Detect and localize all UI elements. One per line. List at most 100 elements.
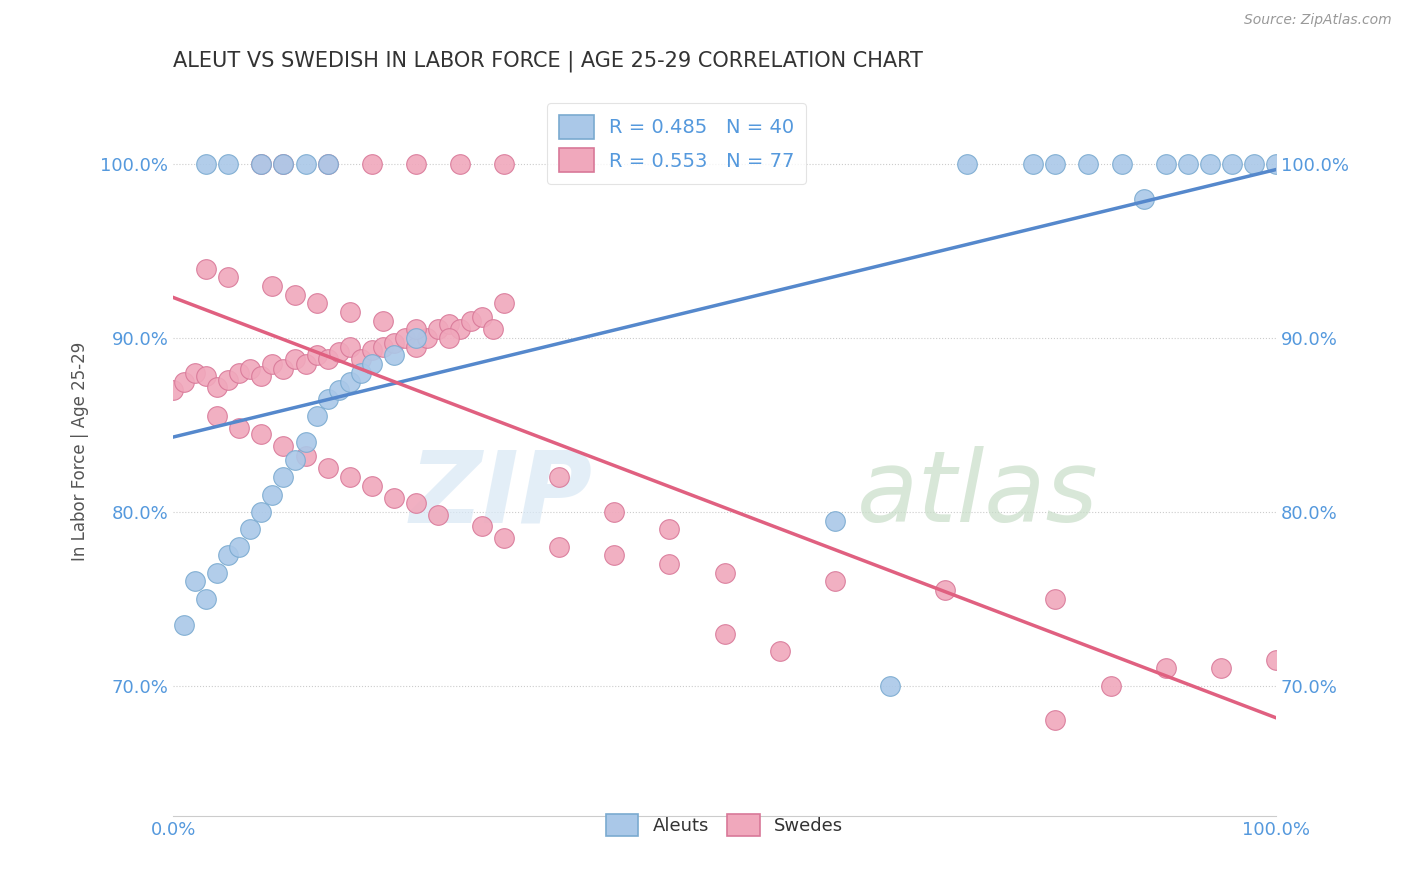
Point — [658, 522, 681, 536]
Point — [603, 549, 626, 563]
Point — [273, 157, 295, 171]
Point — [228, 421, 250, 435]
Point — [273, 439, 295, 453]
Point — [250, 505, 273, 519]
Point — [195, 261, 218, 276]
Point — [1077, 157, 1099, 171]
Point — [360, 343, 382, 358]
Point — [471, 518, 494, 533]
Point — [195, 591, 218, 606]
Point — [1220, 157, 1243, 171]
Point — [228, 540, 250, 554]
Point — [482, 322, 505, 336]
Point — [294, 157, 316, 171]
Point — [1099, 679, 1122, 693]
Point — [1045, 714, 1067, 728]
Point — [207, 566, 229, 580]
Point — [1154, 157, 1177, 171]
Point — [1198, 157, 1220, 171]
Point — [548, 470, 571, 484]
Point — [437, 317, 460, 331]
Point — [492, 531, 515, 545]
Point — [294, 450, 316, 464]
Point — [316, 157, 339, 171]
Legend: Aleuts, Swedes: Aleuts, Swedes — [599, 807, 851, 844]
Point — [1265, 652, 1288, 666]
Text: ALEUT VS SWEDISH IN LABOR FORCE | AGE 25-29 CORRELATION CHART: ALEUT VS SWEDISH IN LABOR FORCE | AGE 25… — [173, 51, 924, 72]
Point — [217, 157, 239, 171]
Point — [250, 426, 273, 441]
Point — [1132, 192, 1154, 206]
Point — [228, 366, 250, 380]
Point — [824, 514, 846, 528]
Point — [1111, 157, 1133, 171]
Text: atlas: atlas — [856, 446, 1098, 543]
Point — [328, 345, 350, 359]
Point — [437, 331, 460, 345]
Point — [426, 508, 449, 523]
Point — [405, 331, 427, 345]
Point — [195, 369, 218, 384]
Point — [371, 340, 394, 354]
Point — [250, 157, 273, 171]
Point — [371, 314, 394, 328]
Point — [1177, 157, 1199, 171]
Point — [934, 583, 956, 598]
Point — [382, 491, 405, 505]
Point — [713, 626, 735, 640]
Point — [184, 574, 207, 589]
Point — [1022, 157, 1045, 171]
Point — [294, 357, 316, 371]
Point — [316, 157, 339, 171]
Point — [294, 435, 316, 450]
Point — [283, 287, 305, 301]
Point — [305, 296, 328, 310]
Point — [239, 522, 262, 536]
Point — [394, 331, 416, 345]
Point — [1045, 157, 1067, 171]
Point — [316, 351, 339, 366]
Point — [360, 157, 382, 171]
Point — [283, 452, 305, 467]
Point — [273, 157, 295, 171]
Point — [548, 540, 571, 554]
Point — [360, 357, 382, 371]
Point — [492, 157, 515, 171]
Point — [339, 305, 361, 319]
Point — [339, 470, 361, 484]
Point — [162, 383, 184, 397]
Point — [328, 383, 350, 397]
Point — [339, 375, 361, 389]
Point — [283, 351, 305, 366]
Point — [956, 157, 979, 171]
Point — [769, 644, 792, 658]
Point — [195, 157, 218, 171]
Point — [173, 375, 195, 389]
Point — [416, 331, 439, 345]
Point — [879, 679, 901, 693]
Point — [339, 340, 361, 354]
Point — [449, 322, 471, 336]
Point — [1209, 661, 1232, 675]
Point — [405, 340, 427, 354]
Point — [262, 279, 284, 293]
Point — [405, 496, 427, 510]
Point — [239, 362, 262, 376]
Point — [207, 409, 229, 424]
Point — [713, 566, 735, 580]
Point — [1154, 661, 1177, 675]
Point — [1265, 157, 1288, 171]
Point — [262, 487, 284, 501]
Point — [217, 373, 239, 387]
Point — [207, 380, 229, 394]
Point — [173, 618, 195, 632]
Point — [426, 322, 449, 336]
Point — [217, 549, 239, 563]
Point — [405, 157, 427, 171]
Text: Source: ZipAtlas.com: Source: ZipAtlas.com — [1244, 13, 1392, 28]
Point — [273, 362, 295, 376]
Y-axis label: In Labor Force | Age 25-29: In Labor Force | Age 25-29 — [72, 342, 89, 561]
Point — [250, 157, 273, 171]
Text: ZIP: ZIP — [409, 446, 592, 543]
Point — [305, 349, 328, 363]
